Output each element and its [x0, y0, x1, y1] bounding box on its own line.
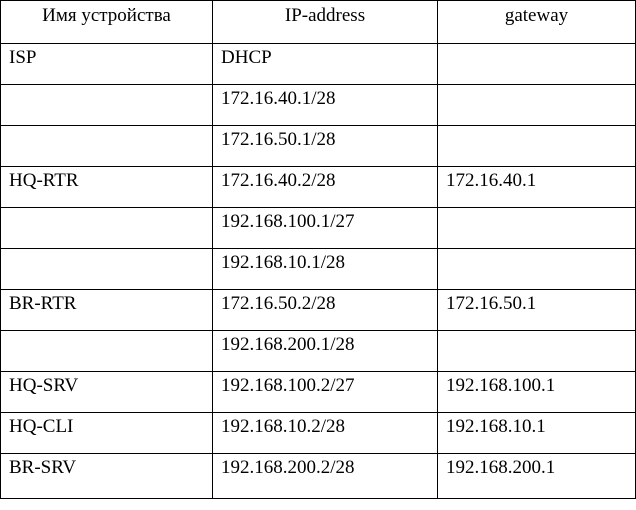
table-row: 172.16.40.1/28 — [0, 84, 636, 126]
header-device-name: Имя устройства — [0, 0, 213, 44]
table-row: BR-RTR 172.16.50.2/28 172.16.50.1 — [0, 289, 636, 331]
device-cell: BR-RTR — [0, 289, 213, 331]
device-cell — [0, 207, 213, 249]
gateway-cell: 172.16.40.1 — [437, 166, 636, 208]
device-cell — [0, 125, 213, 167]
gateway-cell: 192.168.10.1 — [437, 412, 636, 454]
ip-address-cell: DHCP — [212, 43, 438, 85]
gateway-cell — [437, 43, 636, 85]
header-gateway: gateway — [437, 0, 636, 44]
header-ip-address: IP-address — [212, 0, 438, 44]
ip-address-cell: 192.168.100.1/27 — [212, 207, 438, 249]
header-row: Имя устройства IP-address gateway — [0, 0, 636, 44]
table-row: 172.16.50.1/28 — [0, 125, 636, 167]
gateway-cell — [437, 248, 636, 290]
device-cell — [0, 248, 213, 290]
table-row: 192.168.200.1/28 — [0, 330, 636, 372]
gateway-cell — [437, 125, 636, 167]
ip-address-cell: 172.16.50.1/28 — [212, 125, 438, 167]
ip-address-cell: 192.168.200.1/28 — [212, 330, 438, 372]
gateway-cell — [437, 330, 636, 372]
ip-address-cell: 192.168.200.2/28 — [212, 453, 438, 499]
table-row: HQ-RTR 172.16.40.2/28 172.16.40.1 — [0, 166, 636, 208]
table-row: 192.168.10.1/28 — [0, 248, 636, 290]
ip-address-cell: 192.168.10.2/28 — [212, 412, 438, 454]
ip-address-cell: 172.16.40.1/28 — [212, 84, 438, 126]
gateway-cell — [437, 84, 636, 126]
table-row: 192.168.100.1/27 — [0, 207, 636, 249]
device-cell: BR-SRV — [0, 453, 213, 499]
ip-address-cell: 172.16.40.2/28 — [212, 166, 438, 208]
ip-address-cell: 172.16.50.2/28 — [212, 289, 438, 331]
gateway-cell: 192.168.100.1 — [437, 371, 636, 413]
device-cell — [0, 84, 213, 126]
gateway-cell: 172.16.50.1 — [437, 289, 636, 331]
table-row: HQ-CLI 192.168.10.2/28 192.168.10.1 — [0, 412, 636, 454]
device-cell: ISP — [0, 43, 213, 85]
device-cell: HQ-CLI — [0, 412, 213, 454]
ip-address-cell: 192.168.100.2/27 — [212, 371, 438, 413]
addressing-table: Имя устройства IP-address gateway ISP DHC… — [0, 0, 636, 499]
table-row: ISP DHCP — [0, 43, 636, 85]
gateway-cell — [437, 207, 636, 249]
device-cell: HQ-RTR — [0, 166, 213, 208]
table-row: HQ-SRV 192.168.100.2/27 192.168.100.1 — [0, 371, 636, 413]
table-row: BR-SRV 192.168.200.2/28 192.168.200.1 — [0, 453, 636, 499]
device-cell — [0, 330, 213, 372]
device-cell: HQ-SRV — [0, 371, 213, 413]
gateway-cell: 192.168.200.1 — [437, 453, 636, 499]
ip-address-cell: 192.168.10.1/28 — [212, 248, 438, 290]
